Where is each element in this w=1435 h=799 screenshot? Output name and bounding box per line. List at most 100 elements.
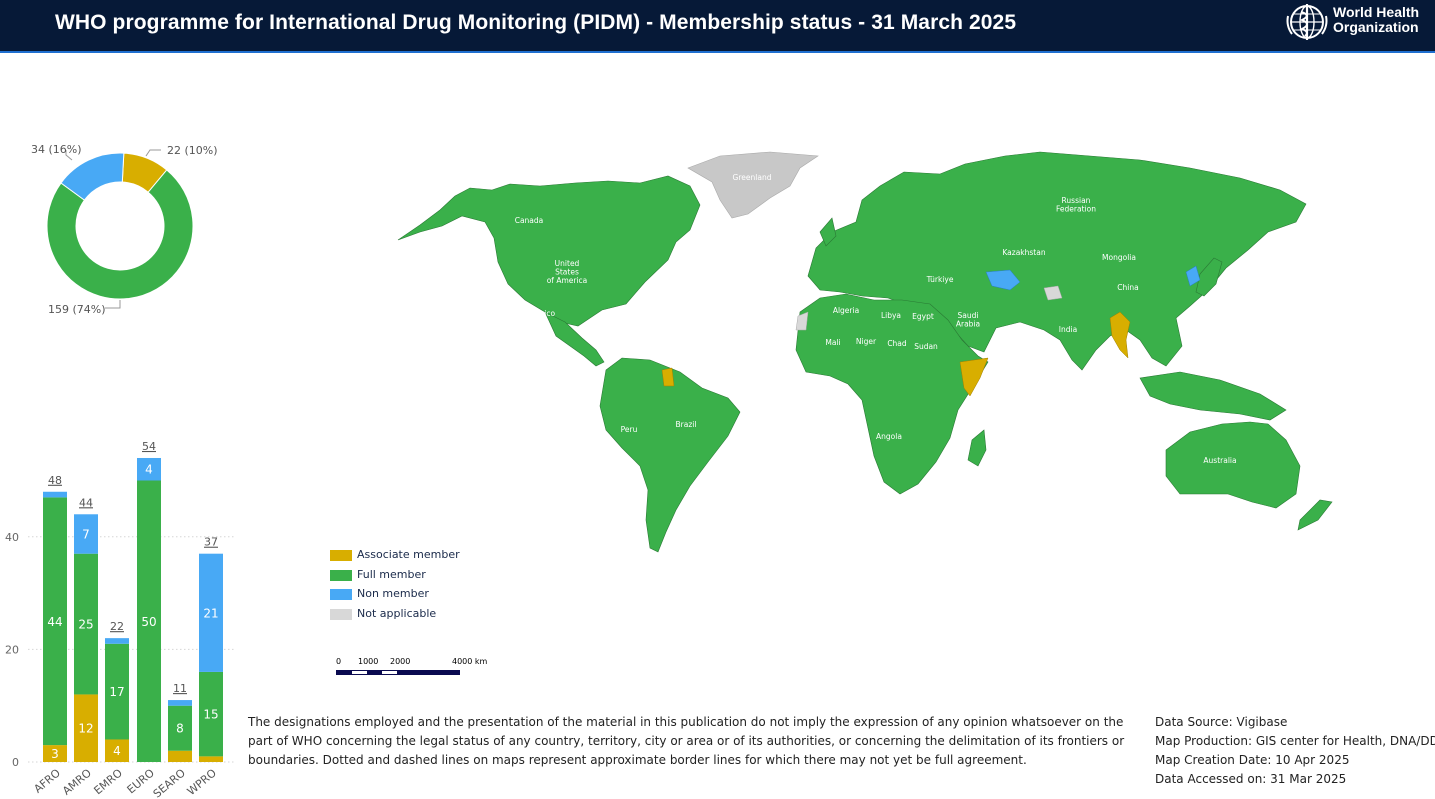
map-legend: Associate member Full member Non member Not…: [330, 548, 530, 626]
bar-value-label: 4: [113, 744, 121, 758]
donut-label-associate: 22 (10%): [167, 144, 218, 157]
non-member-regions: [985, 265, 1201, 291]
bar-value-label: 4: [145, 463, 153, 477]
not-applicable-regions: [795, 285, 1063, 331]
header-bar: WHO programme for International Drug Mon…: [0, 0, 1435, 53]
map-label-united-states-of-america: United States of America: [547, 259, 588, 285]
associate-member-regions: [661, 311, 1131, 397]
legend-swatch: [330, 589, 352, 600]
legend-item-not-applicable: Not applicable: [330, 607, 530, 627]
bar-wpro-non-member: [199, 553, 223, 672]
map-country-labels: Greenland Canada United States of America Mex…: [515, 173, 1237, 465]
y-tick-0: 0: [12, 756, 19, 769]
region-uk: [819, 217, 837, 247]
region-kashmir: [1043, 285, 1063, 301]
map-label-mongolia: Mongolia: [1102, 253, 1136, 262]
bar-total-searo: 11: [173, 682, 187, 695]
bar-total-amro: 44: [79, 496, 93, 509]
bar-searo-non-member: [168, 700, 192, 706]
map-label-russian-federation: Russian Federation: [1056, 196, 1096, 214]
region-south-america: [599, 357, 741, 553]
bar-searo-associate-member: [168, 750, 192, 762]
donut-slice-full-member: [46, 169, 194, 300]
donut-slice-non-member: [60, 152, 125, 201]
map-creation-date: Map Creation Date: 10 Apr 2025: [1155, 753, 1350, 767]
donut-chart: 34 (16%) 22 (10%) 159 (74%): [31, 143, 218, 316]
data-source: Data Source: Vigibase: [1155, 715, 1288, 729]
bar-y-ticks: 0 20 40: [5, 531, 19, 769]
donut-label-non-member: 34 (16%): [31, 143, 82, 156]
bar-afro-full-member: [43, 497, 67, 746]
who-emblem-icon: [1286, 4, 1328, 40]
map-label-angola: Angola: [876, 432, 902, 441]
y-tick-40: 40: [5, 531, 19, 544]
data-accessed: Data Accessed on: 31 Mar 2025: [1155, 772, 1347, 786]
bar-total-afro: 48: [48, 474, 62, 487]
legend-swatch: [330, 608, 352, 620]
scale-label-2000: 2000: [390, 657, 411, 666]
scale-label-4000: 4000 km: [452, 657, 488, 666]
bar-value-label: 44: [47, 615, 62, 629]
map-label-china: China: [1117, 283, 1138, 292]
y-tick-20: 20: [5, 643, 19, 656]
bar-value-label: 50: [141, 615, 156, 629]
who-logo-text: World Health Organization: [1333, 4, 1420, 35]
x-category-wpro: WPRO: [185, 766, 220, 798]
x-category-afro: AFRO: [31, 766, 63, 796]
bar-emro-non-member: [105, 638, 129, 644]
map-production: Map Production: GIS center for Health, D…: [1155, 734, 1435, 748]
map-label-kazakhstan: Kazakhstan: [1002, 248, 1045, 257]
map-info: Data Source: Vigibase Map Production: GI…: [1155, 713, 1435, 789]
page-title: WHO programme for International Drug Mon…: [55, 11, 1017, 34]
world-map: Greenland Canada United States of America Mex…: [397, 151, 1333, 553]
map-label-saudi-arabia: Saudi Arabia: [956, 311, 980, 329]
legend-swatch: [330, 550, 352, 561]
x-category-amro: AMRO: [60, 766, 94, 798]
region-africa: [795, 293, 989, 495]
bar-value-label: 17: [109, 685, 124, 699]
scale-label-1000: 1000: [358, 657, 379, 666]
map-label-brazil: Brazil: [676, 420, 697, 429]
bar-amro-full-member: [74, 553, 98, 695]
region-japan: [1195, 257, 1223, 297]
region-central-america: [544, 311, 605, 367]
map-label-sudan: Sudan: [914, 342, 938, 351]
who-logo: World Health Organization: [1284, 2, 1429, 42]
bar-value-label: 15: [203, 708, 218, 722]
bar-searo-full-member: [168, 705, 192, 751]
x-category-searo: SEARO: [151, 766, 189, 799]
region-southeast-asia: [1139, 371, 1287, 421]
legend-item-non-member: Non member: [330, 587, 530, 607]
map-label-india: India: [1059, 325, 1077, 334]
bar-value-label: 21: [203, 606, 218, 620]
disclaimer-text: The designations employed and the presen…: [248, 715, 1125, 767]
bar-total-wpro: 37: [204, 536, 218, 549]
bar-emro-full-member: [105, 643, 129, 740]
region-turkmenistan: [985, 269, 1021, 291]
map-label-mexico: Mexico: [529, 309, 556, 318]
scale-label-0: 0: [336, 657, 342, 666]
bar-afro-associate-member: [43, 745, 67, 762]
bar-value-label: 7: [82, 527, 90, 541]
donut-slices: [46, 152, 194, 300]
legend-item-associate-member: Associate member: [330, 548, 530, 568]
map-label-mali: Mali: [825, 338, 840, 347]
legend-label: Full member: [357, 567, 426, 581]
bar-value-label: 25: [78, 618, 93, 632]
region-western-sahara: [795, 311, 809, 331]
map-label-greenland: Greenland: [733, 173, 772, 182]
land-masses: [397, 151, 1333, 553]
map-label-türkiye: Türkiye: [926, 275, 954, 284]
legend-label: Associate member: [357, 548, 460, 561]
legend-item-full-member: Full member: [330, 568, 530, 588]
bar-euro-non-member: [137, 457, 161, 481]
region-north-america: [397, 175, 701, 327]
map-label-egypt: Egypt: [912, 312, 934, 321]
map-label-libya: Libya: [881, 311, 901, 320]
legend-label: Non member: [357, 587, 429, 600]
legend-label: Not applicable: [357, 606, 437, 620]
bar-value-label: 3: [51, 747, 59, 761]
bar-wpro-full-member: [199, 671, 223, 757]
